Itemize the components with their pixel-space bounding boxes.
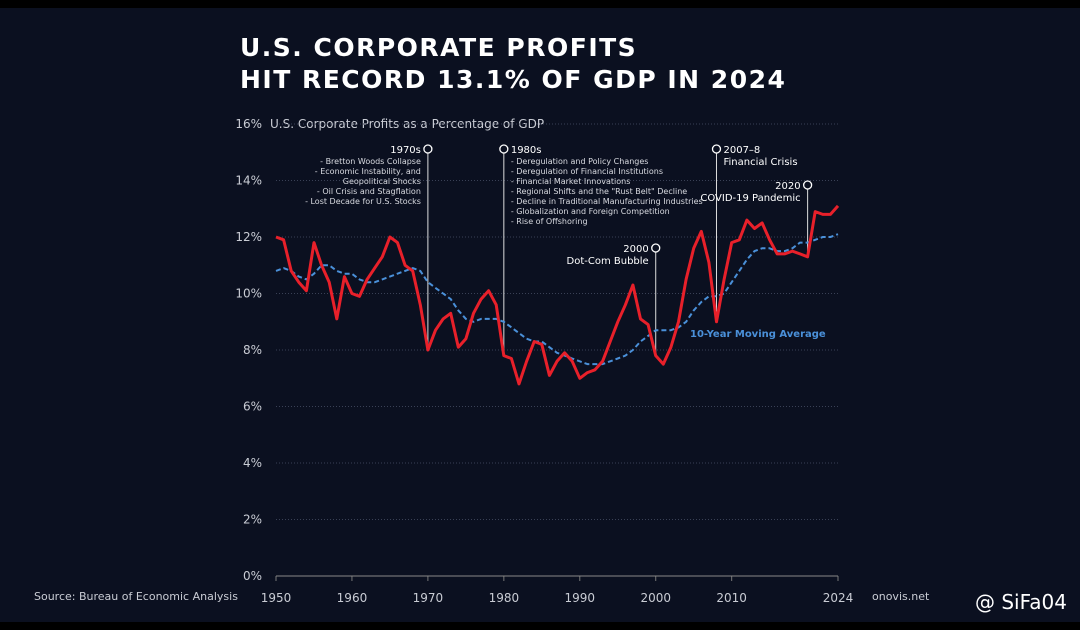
x-tick-label: 1980 [489,591,520,605]
y-tick-label: 4% [243,456,262,470]
annotation-text: Financial Crisis [723,157,797,168]
series-line [275,204,840,386]
annotation-marker [499,144,509,154]
watermark: @ SiFa04 [975,590,1067,614]
annotation-text: - Oil Crisis and Stagflation [317,187,421,196]
annotation-text: - Deregulation of Financial Institutions [511,167,663,176]
series-line [275,233,839,366]
annotation-marker [711,144,722,154]
series-label: 10-Year Moving Average [690,329,826,340]
annotation-marker [651,243,661,253]
title-line: HIT RECORD 13.1% OF GDP IN 2024 [240,65,786,94]
footer-right: onovis.net [872,590,930,603]
annotation-text: - Rise of Offshoring [511,217,588,226]
annotation-marker [802,180,813,190]
annotation-text: Dot-Com Bubble [567,256,649,267]
annotation-text: - Bretton Woods Collapse [320,157,421,166]
x-tick-label: 2010 [716,591,747,605]
y-tick-label: 6% [243,400,262,414]
x-tick-label: 1990 [565,591,596,605]
annotation-text: COVID-19 Pandemic [700,193,800,204]
annotation-text: - Lost Decade for U.S. Stocks [305,197,421,206]
x-tick-label: 1950 [261,591,292,605]
x-tick-label: 1960 [337,591,368,605]
annotation-text: Geopolitical Shocks [343,177,421,186]
annotation-text: - Economic Instability, and [315,167,421,176]
annotation-text: - Regional Shifts and the "Rust Belt" De… [511,187,687,196]
annotation-text: - Financial Market Innovations [511,177,631,186]
annotation-text: - Deregulation and Policy Changes [511,157,649,166]
source: Source: Bureau of Economic Analysis [34,590,238,603]
y-tick-label: 16% [235,117,262,131]
annotation-marker [423,144,433,154]
annotation-title: 1980s [511,145,542,156]
annotation-title: 2020 [775,181,800,192]
annotation-text: - Decline in Traditional Manufacturing I… [511,197,703,206]
x-tick-label: 2024 [823,591,854,605]
y-tick-label: 12% [235,230,262,244]
annotation-text: - Globalization and Foreign Competition [511,207,670,216]
subtitle: U.S. Corporate Profits as a Percentage o… [270,117,544,131]
y-tick-label: 14% [235,174,262,188]
annotation-title: 2007–8 [723,145,760,156]
y-tick-label: 0% [243,569,262,583]
annotation-title: 1970s [390,145,421,156]
y-tick-label: 2% [243,513,262,527]
y-tick-label: 8% [243,343,262,357]
y-tick-label: 10% [235,287,262,301]
x-tick-label: 2000 [640,591,671,605]
title-line: U.S. CORPORATE PROFITS [240,33,637,62]
annotation-title: 2000 [623,244,648,255]
background [0,8,1080,622]
x-tick-label: 1970 [413,591,444,605]
